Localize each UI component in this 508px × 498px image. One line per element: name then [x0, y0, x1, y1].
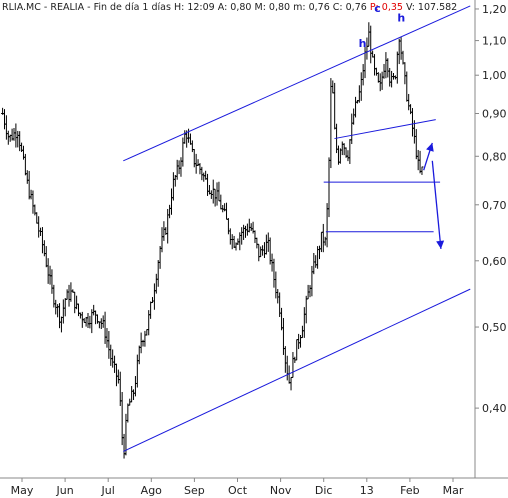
x-tick-label: Feb — [400, 484, 419, 497]
y-tick-label: 0,70 — [482, 199, 507, 212]
y-tick-label: 0,80 — [482, 150, 507, 163]
header-volume: V: 107.582 — [406, 2, 457, 13]
neckline-upper-line — [334, 119, 436, 140]
header-ask: A: 0,80 — [218, 2, 252, 13]
y-tick-label: 0,90 — [482, 107, 507, 120]
y-tick-label: 1,20 — [482, 3, 507, 16]
x-tick-label: Sep — [184, 484, 205, 497]
price-bars — [1, 22, 424, 459]
arrow-up-head — [426, 142, 434, 152]
x-tick-label: Mar — [443, 484, 464, 497]
header-close: C: 0,76 — [333, 2, 367, 13]
trend-lines — [123, 5, 471, 452]
chart-header: RLIA.MC - REALIA - Fin de día 1 días H: … — [2, 2, 457, 13]
x-tick-label: Oct — [228, 484, 248, 497]
x-tick-label: Ago — [141, 484, 163, 497]
x-tick-label: Jul — [101, 484, 115, 497]
header-symbol: RLIA.MC — [2, 2, 41, 13]
y-axis-ticks: 1,20 1,10 1,00 0,90 0,80 0,70 0,60 0,50 0,40 — [475, 3, 507, 415]
x-axis-ticks: May Jun Jul Ago Sep Oct Nov Dic 13 Feb Mar — [11, 478, 464, 497]
y-tick-label: 0,40 — [482, 402, 507, 415]
y-tick-label: 0,50 — [482, 321, 507, 334]
x-tick-label: Jun — [56, 484, 74, 497]
x-tick-label: Nov — [270, 484, 292, 497]
pattern-label: h — [359, 37, 367, 50]
pattern-label: c — [374, 2, 381, 15]
x-tick-label: 13 — [360, 484, 374, 497]
arrow-down-shaft — [431, 160, 442, 249]
header-high: H: 12:09 — [174, 2, 215, 13]
annotations: h c h — [359, 2, 406, 50]
y-tick-label: 1,10 — [482, 35, 507, 48]
header-mid: M: 0,80 — [255, 2, 291, 13]
y-tick-label: 0,60 — [482, 255, 507, 268]
arrows — [423, 142, 445, 249]
header-p: P: 0,35 — [370, 2, 403, 13]
header-period: Fin de día 1 días — [94, 2, 171, 13]
y-tick-label: 1,00 — [482, 69, 507, 82]
header-name: REALIA — [50, 2, 84, 13]
x-tick-label: Dic — [315, 484, 333, 497]
lower-channel-line — [123, 288, 471, 452]
x-tick-label: May — [11, 484, 34, 497]
upper-channel-line — [123, 5, 471, 162]
arrow-down-head — [436, 240, 445, 249]
pattern-label: h — [397, 11, 405, 24]
header-min: m: 0,76 — [293, 2, 330, 13]
